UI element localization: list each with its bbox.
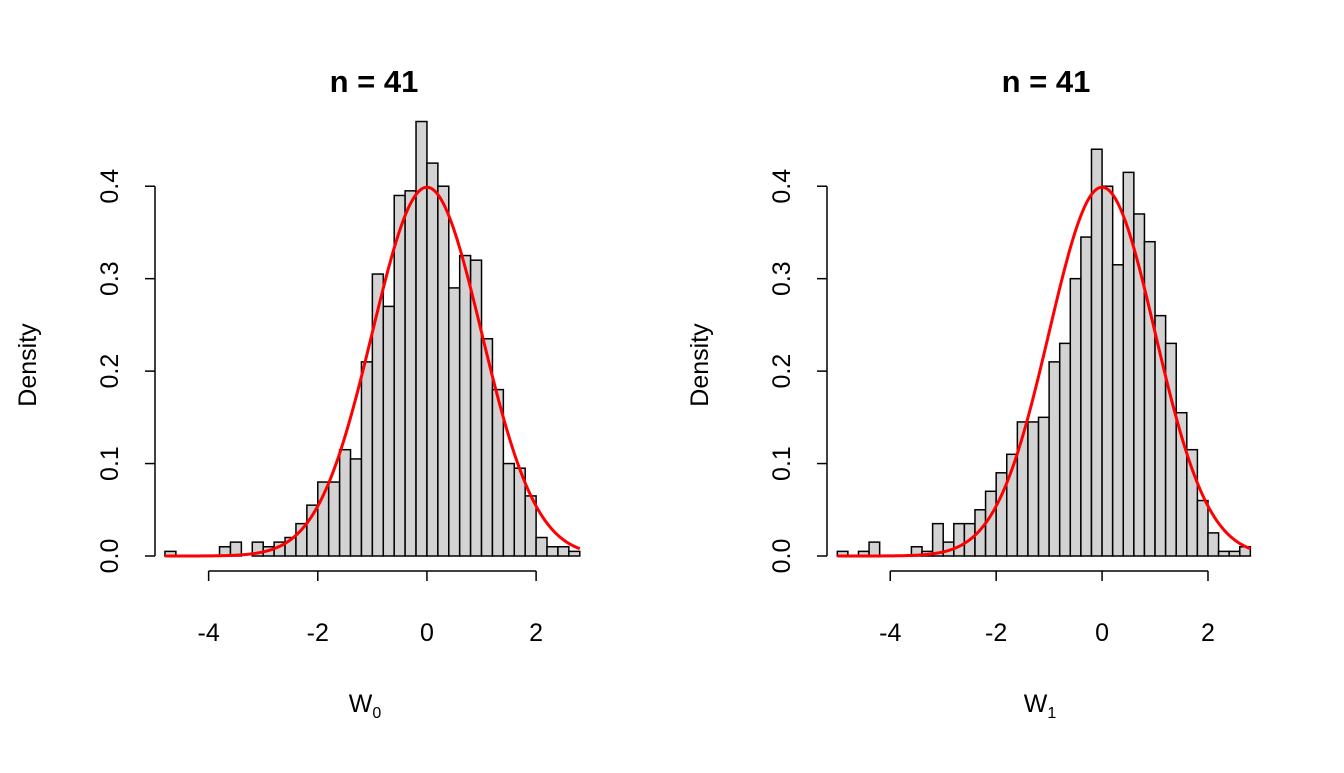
- x-axis-title: W0: [349, 690, 382, 722]
- histogram-bars: [164, 120, 581, 557]
- x-tick-label: -2: [985, 619, 1007, 647]
- histogram-bar: [1016, 421, 1029, 557]
- histogram-bar: [458, 254, 472, 557]
- histogram-bar: [868, 541, 881, 557]
- histogram-bar: [535, 536, 548, 557]
- histogram-bar: [349, 458, 363, 557]
- x-tick-label: -4: [879, 619, 901, 647]
- y-tick-label: 0.0: [768, 539, 796, 574]
- histogram-bar: [1037, 416, 1050, 557]
- histogram-bar: [557, 546, 570, 557]
- x-tick-label: 0: [1095, 619, 1109, 647]
- y-axis: 0.0 0.1 0.2 0.3 0.4: [768, 169, 828, 574]
- y-axis-title: Density: [14, 323, 42, 407]
- histogram-bar: [984, 490, 997, 557]
- y-tick-label: 0.4: [768, 169, 796, 204]
- histogram-bar: [546, 546, 559, 557]
- y-tick-label: 0.3: [768, 261, 796, 296]
- histogram-bar: [1058, 342, 1072, 557]
- x-tick-label: 2: [529, 619, 543, 647]
- x-axis-title-main: W: [349, 690, 373, 718]
- x-axis: -4 -2 0 2: [879, 570, 1215, 647]
- x-axis: -4 -2 0 2: [198, 570, 543, 647]
- histogram-bar: [502, 462, 516, 557]
- histogram-bar: [437, 185, 450, 557]
- x-axis-title-main: W: [1024, 690, 1048, 718]
- chart-title: n = 41: [330, 64, 419, 99]
- y-axis: 0.0 0.1 0.2 0.3 0.4: [96, 169, 156, 574]
- y-tick-label: 0.0: [96, 539, 124, 574]
- y-tick-label: 0.3: [96, 261, 124, 296]
- y-tick-label: 0.1: [768, 446, 796, 481]
- x-axis-title-subscript: 0: [372, 705, 381, 722]
- histogram-bar: [360, 361, 374, 557]
- histogram-bar: [568, 550, 581, 557]
- histogram-bar: [1090, 148, 1103, 557]
- histogram-bar: [338, 448, 352, 557]
- x-axis-title-subscript: 1: [1047, 705, 1056, 722]
- y-tick-label: 0.1: [96, 446, 124, 481]
- histogram-bar: [382, 305, 395, 557]
- histogram-bar: [448, 287, 461, 557]
- histogram-bar: [1228, 550, 1241, 557]
- histogram-bar: [1048, 361, 1061, 557]
- histogram-bar: [1101, 185, 1114, 557]
- y-tick-label: 0.2: [768, 354, 796, 389]
- histogram-panel-w0: n = 41 0.00.10.20.30.4 -4 -2 0 2 Density W0: [14, 64, 581, 722]
- y-tick-label: 0.2: [96, 354, 124, 389]
- y-axis-title: Density: [686, 323, 714, 407]
- histogram-bar: [1207, 532, 1220, 557]
- histogram-bar: [1027, 421, 1040, 557]
- y-tick-label: 0.4: [96, 169, 124, 204]
- histogram-bar: [1069, 277, 1082, 557]
- chart-title: n = 41: [1002, 64, 1091, 99]
- histogram-bar: [1111, 264, 1125, 557]
- x-tick-label: 2: [1201, 619, 1215, 647]
- x-tick-label: 0: [420, 619, 434, 647]
- histogram-bar: [393, 194, 406, 557]
- x-tick-label: -2: [307, 619, 329, 647]
- normal-density-curve: [837, 185, 1251, 558]
- histogram-panel-w1: n = 41 0.0 0.1 0.2 0.3 0.4 -4 -2 0 2 Density W1: [686, 64, 1252, 722]
- x-axis-title: W1: [1024, 690, 1057, 722]
- x-tick-label: -4: [198, 619, 220, 647]
- histogram-bar: [931, 522, 944, 557]
- histogram-bar: [426, 162, 439, 557]
- histogram-bars: [836, 148, 1252, 557]
- histogram-bar: [1217, 550, 1230, 557]
- normal-density-curve: [164, 185, 581, 558]
- histogram-bar: [404, 190, 417, 557]
- histogram-bar: [1080, 236, 1093, 557]
- histogram-bar: [371, 273, 385, 557]
- histogram-bar: [1196, 499, 1209, 557]
- histogram-bar: [1164, 342, 1177, 557]
- histogram-bar: [953, 522, 966, 557]
- histogram-bar: [327, 481, 341, 557]
